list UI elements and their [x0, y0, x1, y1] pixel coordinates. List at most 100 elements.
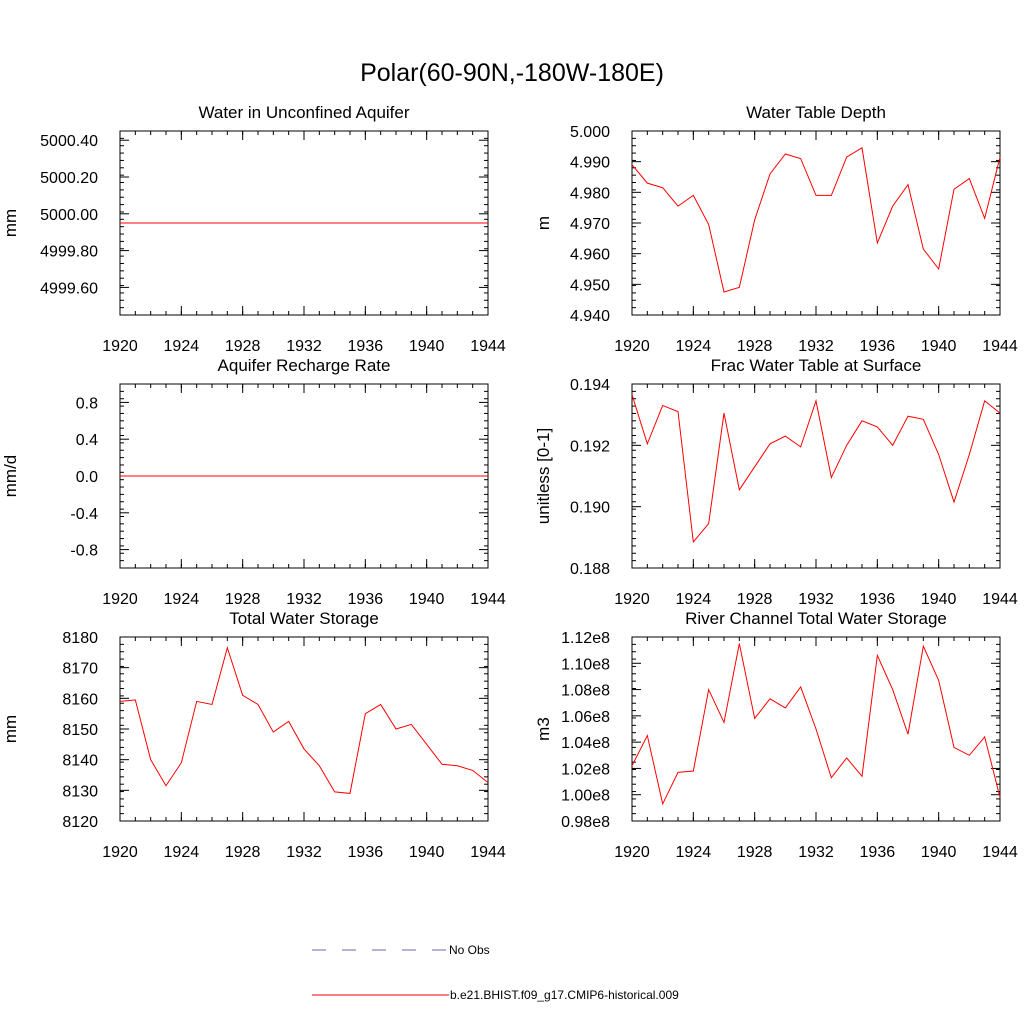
- data-point: [723, 412, 725, 414]
- data-point: [830, 194, 832, 196]
- x-tick-label: 1928: [737, 338, 773, 355]
- data-point: [395, 475, 397, 477]
- x-tick-label: 1924: [164, 591, 200, 608]
- panels: Water in Unconfined Aquifer mm 1920 1924 192…: [1, 103, 1018, 861]
- y-tick-label: 1.10e8: [561, 656, 610, 673]
- data-point: [395, 728, 397, 730]
- data-point: [983, 217, 985, 219]
- legend-label-model-run: b.e21.BHIST.f09_g17.CMIP6-historical.009: [450, 988, 679, 1002]
- data-point: [379, 222, 381, 224]
- data-point: [257, 475, 259, 477]
- data-point: [379, 475, 381, 477]
- data-point: [195, 700, 197, 702]
- y-tick-label: 4.970: [570, 216, 610, 233]
- data-point: [646, 182, 648, 184]
- data-point: [999, 796, 1001, 798]
- y-tick-label: 0.98e8: [561, 814, 610, 831]
- data-point: [456, 475, 458, 477]
- y-tick-label: 0.0: [76, 469, 98, 486]
- data-point: [303, 222, 305, 224]
- data-point: [861, 775, 863, 777]
- y-tick-label: 8180: [62, 630, 98, 647]
- panel-frac-water-table-surface: Frac Water Table at Surface unitless [0-1…: [534, 356, 1018, 608]
- y-tick-label: 8140: [62, 753, 98, 770]
- data-point: [677, 410, 679, 412]
- x-tick-label: 1932: [798, 591, 834, 608]
- data-point: [799, 686, 801, 688]
- data-point: [425, 222, 427, 224]
- x-tick-label: 1936: [348, 338, 384, 355]
- data-point: [425, 475, 427, 477]
- y-tick-label: 0.4: [76, 432, 98, 449]
- x-tick-label: 1932: [798, 338, 834, 355]
- data-point: [784, 153, 786, 155]
- data-point: [830, 476, 832, 478]
- data-point: [707, 688, 709, 690]
- data-point: [631, 765, 633, 767]
- data-point: [364, 712, 366, 714]
- data-point: [738, 642, 740, 644]
- y-axis-label: mm: [1, 209, 20, 237]
- data-point: [646, 734, 648, 736]
- y-tick-label: 1.08e8: [561, 683, 610, 700]
- data-point: [134, 222, 136, 224]
- panel-total-water-storage: Total Water Storage mm 1920 1924 1928 1932 193…: [1, 609, 506, 861]
- x-tick-label: 1944: [982, 844, 1018, 861]
- x-tick-label: 1944: [470, 338, 506, 355]
- x-tick-label: 1928: [225, 844, 261, 861]
- data-point: [272, 222, 274, 224]
- data-point: [953, 501, 955, 503]
- data-point: [983, 736, 985, 738]
- x-tick-label: 1920: [614, 844, 650, 861]
- data-point: [349, 475, 351, 477]
- x-tick-label: 1936: [348, 591, 384, 608]
- data-point: [769, 443, 771, 445]
- data-point: [922, 645, 924, 647]
- y-tick-label: 4.940: [570, 308, 610, 325]
- data-point: [195, 222, 197, 224]
- legend: No Obs b.e21.BHIST.f09_g17.CMIP6-histori…: [312, 943, 679, 1002]
- y-axis-label: mm/d: [1, 455, 20, 498]
- y-tick-label: 0.194: [570, 377, 610, 394]
- data-point: [692, 770, 694, 772]
- data-point: [226, 475, 228, 477]
- y-tick-label: 4.990: [570, 155, 610, 172]
- data-point: [364, 475, 366, 477]
- y-tick-label: 8170: [62, 661, 98, 678]
- series-line-water-table-depth: [631, 147, 1001, 293]
- data-point: [815, 194, 817, 196]
- panel-title: Aquifer Recharge Rate: [218, 356, 391, 375]
- data-point: [937, 268, 939, 270]
- data-point: [272, 475, 274, 477]
- data-point: [257, 703, 259, 705]
- data-point: [784, 435, 786, 437]
- data-point: [937, 453, 939, 455]
- data-point: [999, 412, 1001, 414]
- data-point: [395, 222, 397, 224]
- x-tick-label: 1928: [225, 338, 261, 355]
- x-tick-label: 1936: [860, 844, 896, 861]
- data-point: [119, 700, 121, 702]
- data-point: [149, 222, 151, 224]
- data-point: [738, 286, 740, 288]
- x-tick-label: 1932: [798, 844, 834, 861]
- data-point: [907, 183, 909, 185]
- y-axis-label: m: [534, 216, 553, 230]
- x-tick-label: 1932: [286, 844, 322, 861]
- data-point: [876, 426, 878, 428]
- data-point: [707, 223, 709, 225]
- data-point: [487, 475, 489, 477]
- data-point: [241, 475, 243, 477]
- data-point: [257, 222, 259, 224]
- x-tick-label: 1944: [982, 338, 1018, 355]
- x-tick-label: 1940: [921, 338, 957, 355]
- data-point: [456, 222, 458, 224]
- data-point: [845, 757, 847, 759]
- data-point: [211, 475, 213, 477]
- data-point: [211, 703, 213, 705]
- data-point: [646, 443, 648, 445]
- data-point: [149, 758, 151, 760]
- data-point: [661, 803, 663, 805]
- data-point: [845, 156, 847, 158]
- y-tick-label: 1.00e8: [561, 788, 610, 805]
